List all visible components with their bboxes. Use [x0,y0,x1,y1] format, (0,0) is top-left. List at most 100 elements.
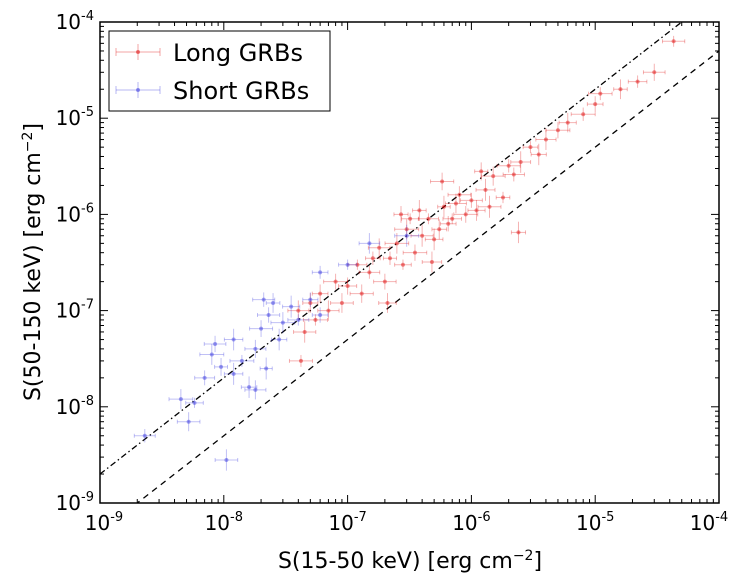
data-point [293,321,317,343]
y-axis-label: S(50-150 keV) [erg cm−2] [20,123,46,401]
x-tick-label: 10-5 [576,510,614,535]
data-point [311,284,329,303]
data-point [558,112,577,133]
data-point [168,389,194,410]
data-point [510,221,527,244]
data-point [338,259,358,270]
y-tick-label: 10-9 [56,490,94,515]
data-point [588,87,613,101]
legend-box [108,30,331,112]
data-point [613,79,628,100]
y-tick-label: 10-4 [56,9,94,34]
y-axis-ticks: 10-9 10-8 10-7 10-6 10-5 10-4 [56,9,719,515]
data-point [287,300,310,321]
x-tick-label: 10-8 [205,510,243,535]
reference-line-dashdot [100,22,683,475]
data-point [358,233,381,254]
data-point [477,195,502,218]
data-point [394,219,420,240]
data-point [214,357,228,376]
y-tick-label: 10-8 [56,394,94,419]
legend-label-long: Long GRBs [173,39,303,67]
data-point [394,259,412,270]
data-point [338,277,358,295]
data-point [495,191,511,204]
data-point [365,251,381,265]
data-point [502,167,525,182]
legend: Long GRBs Short GRBs [108,30,331,112]
data-point [244,339,267,358]
y-tick-label: 10-6 [56,201,94,226]
data-point [627,75,648,88]
y-axis-label-sup: −2 [20,132,36,153]
data-point [394,224,420,247]
data-point [185,397,204,408]
reference-line-dashed [136,50,719,503]
data-point [323,273,349,290]
data-point [223,328,244,351]
data-point [378,293,397,313]
data-point [252,292,276,307]
data-point [444,193,467,214]
series-long-grbs [287,35,686,367]
data-point [257,307,281,323]
data-point [570,107,596,121]
data-point [642,63,666,81]
data-point [453,206,479,223]
data-point [203,335,227,353]
data-point [259,357,273,380]
data-point [373,273,397,290]
data-point [535,129,557,150]
data-point [467,199,486,221]
data-point [447,186,472,204]
data-point [402,244,428,261]
data-point [265,293,281,313]
series-short-grbs [133,224,420,471]
data-point [412,199,427,221]
x-tick-label: 10-9 [85,510,123,535]
data-point [311,265,329,279]
data-point [302,293,319,313]
reference-lines [100,22,719,503]
data-point [358,265,381,279]
data-point [244,380,267,400]
data-point [214,449,239,471]
data-point [302,292,319,307]
data-point [311,307,329,323]
data-point [288,354,313,367]
data-point [271,328,288,351]
data-point [199,344,225,365]
x-axis-ticks: 10-9 10-8 10-7 10-6 10-5 10-4 [85,22,728,535]
y-tick-label: 10-7 [56,298,94,323]
data-point [223,362,244,385]
data-point [287,314,310,326]
legend-marker-long-dot [136,50,140,54]
data-point [229,354,255,367]
data-point [240,376,258,398]
data-point [401,213,420,225]
x-tick-label: 10-4 [690,510,728,535]
data-point [367,238,391,258]
data-point [417,213,440,225]
data-point [384,233,410,254]
data-point [437,195,451,218]
x-tick-label: 10-7 [328,510,366,535]
legend-marker-short-dot [136,88,140,92]
data-point [475,178,496,201]
data-point [439,216,457,232]
data-point [442,213,462,225]
data-point [410,224,434,247]
x-tick-label: 10-6 [452,510,490,535]
legend-entry-long: Long GRBs [115,39,303,67]
data-point [530,143,547,166]
data-point [347,259,368,270]
data-point [302,314,328,326]
data-point [430,172,455,191]
data-point [431,219,448,240]
data-point [496,159,521,173]
data-point [421,251,443,273]
series-layer [133,35,686,471]
data-point [522,141,539,154]
data-point [133,429,156,443]
